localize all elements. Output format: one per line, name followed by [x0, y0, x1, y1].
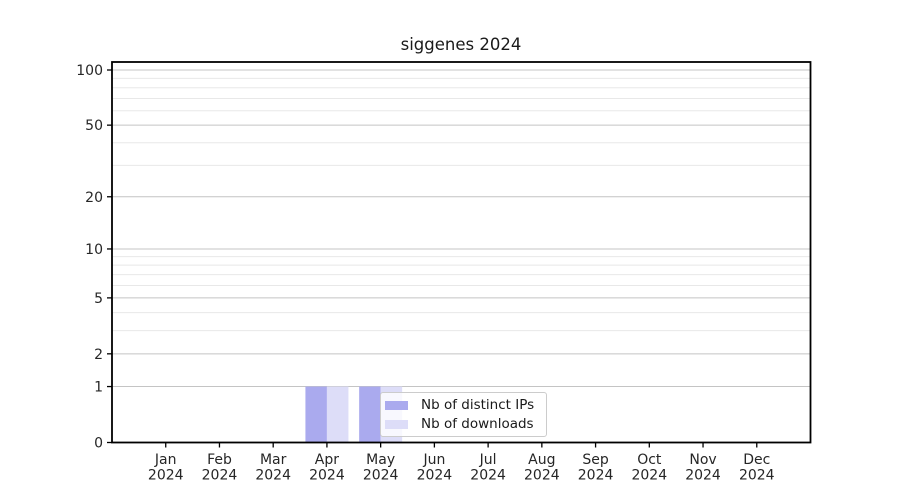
x-tick-label-month: Jan [154, 452, 177, 468]
y-tick-label: 10 [85, 242, 103, 258]
x-tick-label-year: 2024 [148, 468, 184, 484]
x-tick-label-month: Oct [637, 452, 662, 468]
x-tick-label-year: 2024 [578, 468, 614, 484]
x-tick-label-year: 2024 [255, 468, 291, 484]
legend-swatch-distinct-ips [385, 400, 408, 410]
x-tick-label-month: Feb [207, 452, 232, 468]
x-tick-label-year: 2024 [202, 468, 238, 484]
x-tick-label-month: Dec [743, 452, 770, 468]
bar [326, 386, 349, 443]
x-tick-label-month: Aug [528, 452, 555, 468]
chart-title: siggenes 2024 [400, 35, 522, 54]
y-tick-label: 50 [85, 118, 103, 134]
x-tick-label-month: Sep [582, 452, 609, 468]
legend-item-downloads: Nb of downloads [385, 416, 546, 432]
x-tick-label-month: Apr [315, 452, 339, 468]
y-tick-label: 100 [76, 63, 103, 79]
legend-label-distinct-ips: Nb of distinct IPs [421, 397, 535, 413]
x-tick-label-year: 2024 [309, 468, 345, 484]
legend-swatch-downloads [385, 419, 408, 429]
y-tick-label: 20 [85, 190, 103, 206]
x-tick-label-month: Jun [422, 452, 445, 468]
x-tick-label-year: 2024 [470, 468, 506, 484]
x-tick-label-year: 2024 [739, 468, 775, 484]
y-tick-label: 1 [94, 380, 103, 396]
legend-label-downloads: Nb of downloads [421, 416, 534, 432]
plot-frame [111, 61, 812, 444]
legend: Nb of distinct IPs Nb of downloads [380, 392, 547, 437]
x-tick-label-year: 2024 [417, 468, 453, 484]
bar [359, 386, 381, 443]
x-tick-label-month: Mar [260, 452, 287, 468]
y-tick-label: 5 [94, 291, 103, 307]
y-tick-label: 0 [94, 436, 103, 452]
bar [305, 386, 327, 443]
x-tick-label-year: 2024 [363, 468, 399, 484]
x-tick-label-month: Nov [689, 452, 716, 468]
x-tick-label-month: Jul [479, 452, 497, 468]
x-tick-label-year: 2024 [685, 468, 721, 484]
y-tick-label: 2 [94, 347, 103, 363]
legend-item-distinct-ips: Nb of distinct IPs [385, 397, 546, 413]
x-tick-label-year: 2024 [631, 468, 667, 484]
x-tick-label-year: 2024 [524, 468, 560, 484]
x-tick-label-month: May [366, 452, 395, 468]
